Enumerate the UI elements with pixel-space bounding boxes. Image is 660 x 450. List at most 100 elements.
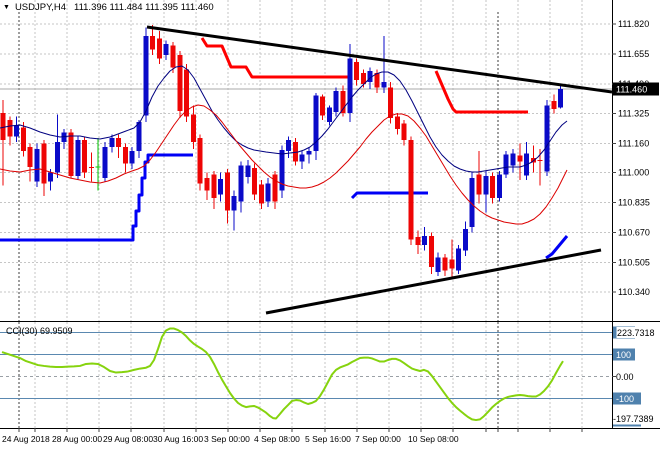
candle xyxy=(449,239,455,278)
candle xyxy=(388,81,394,124)
candle xyxy=(272,170,278,209)
cci-max-label-bg xyxy=(616,327,660,338)
time-axis-label: 29 Aug 08:00 xyxy=(103,434,153,444)
candle xyxy=(510,149,516,173)
candle xyxy=(320,94,326,121)
candle xyxy=(558,83,564,109)
candle xyxy=(490,172,496,204)
trendline-upper[interactable] xyxy=(146,25,612,94)
cci-level-box xyxy=(613,392,641,405)
candle xyxy=(394,112,400,135)
candle xyxy=(503,150,509,179)
time-axis-label: 3 Sep 00:00 xyxy=(204,434,250,444)
cci-max-label: 223.7318 xyxy=(617,328,655,338)
candle xyxy=(354,58,360,86)
candle xyxy=(190,105,196,150)
candle xyxy=(116,134,122,159)
candle xyxy=(306,147,312,164)
candle xyxy=(422,226,428,251)
candle xyxy=(517,143,523,180)
candle xyxy=(483,170,489,213)
price-axis-label: 111.000 xyxy=(618,168,649,178)
cci-zero-label: 0.00 xyxy=(616,372,634,382)
candle xyxy=(326,105,332,126)
candle xyxy=(245,159,251,184)
trendline-lower[interactable] xyxy=(265,248,602,315)
time-axis-label: 7 Sep 00:00 xyxy=(355,434,401,444)
time-axis-label: 10 Sep 08:00 xyxy=(408,434,459,444)
price-axis-area[interactable] xyxy=(613,0,660,450)
candle xyxy=(68,129,74,179)
cci-indicator-label: CCI(30) 69.9509 xyxy=(6,326,73,336)
candle xyxy=(61,129,67,150)
price-axis-label: 110.835 xyxy=(618,197,650,207)
candle xyxy=(150,24,156,55)
candle xyxy=(177,51,183,119)
candle xyxy=(442,254,448,276)
price-axis-label: 110.505 xyxy=(618,257,650,267)
candle xyxy=(224,168,230,224)
candle xyxy=(340,85,346,117)
candle xyxy=(462,221,468,256)
candle xyxy=(469,172,475,233)
cci-level-box xyxy=(613,348,635,361)
candle xyxy=(197,134,203,191)
candle xyxy=(34,143,40,188)
candle xyxy=(496,170,502,202)
price-axis-label: 111.655 xyxy=(618,49,649,59)
candle xyxy=(204,172,210,200)
candle xyxy=(88,152,94,182)
candle xyxy=(54,114,60,179)
support-step-line-2[interactable] xyxy=(350,191,428,200)
candle xyxy=(7,116,13,146)
candle xyxy=(258,179,264,209)
symbol-header: ▼ USDJPY,H4 111.396 111.484 111.395 111.… xyxy=(3,2,214,13)
candle xyxy=(347,43,353,122)
candle xyxy=(20,121,26,157)
candle xyxy=(156,31,162,64)
candle xyxy=(231,190,237,231)
candle xyxy=(129,147,135,169)
ma-slow-line[interactable] xyxy=(0,104,568,225)
cci-level-box-text: -100 xyxy=(616,394,634,404)
price-axis-label: 111.325 xyxy=(618,109,649,119)
candle xyxy=(136,120,142,159)
candle xyxy=(428,232,434,275)
candle xyxy=(408,136,414,246)
candle xyxy=(122,143,128,173)
ma-fast-line[interactable] xyxy=(0,65,568,173)
candle xyxy=(252,163,258,200)
candle xyxy=(415,230,421,255)
main-panel[interactable] xyxy=(0,0,612,321)
candle xyxy=(381,35,387,93)
candle xyxy=(551,94,557,114)
candle xyxy=(299,150,305,169)
time-axis-label: 5 Sep 16:00 xyxy=(305,434,351,444)
cci-min-label: -197.7389 xyxy=(613,414,654,424)
symbol-dropdown-icon[interactable]: ▼ xyxy=(3,4,10,11)
candle xyxy=(265,178,271,208)
resistance-step-line-1[interactable] xyxy=(200,37,348,79)
candle xyxy=(476,150,482,204)
price-axis-label: 111.820 xyxy=(618,19,649,29)
candle xyxy=(0,100,6,186)
current-price-tag-text: 111.460 xyxy=(616,85,647,95)
support-step-line-3[interactable] xyxy=(545,235,569,260)
resistance-step-line-2[interactable] xyxy=(434,70,528,114)
candle xyxy=(238,161,244,213)
cci-panel[interactable] xyxy=(0,322,612,428)
price-axis-label: 111.160 xyxy=(618,139,649,149)
candle xyxy=(82,136,88,179)
time-axis-label: 28 Aug 00:00 xyxy=(52,434,102,444)
candle xyxy=(286,136,292,159)
candle xyxy=(292,138,298,166)
candle xyxy=(95,138,101,191)
candle xyxy=(102,141,108,182)
candle xyxy=(109,134,115,153)
candle xyxy=(143,27,149,122)
candle xyxy=(456,245,462,275)
time-axis-label: 24 Aug 2018 xyxy=(2,434,50,444)
candle xyxy=(14,116,20,142)
